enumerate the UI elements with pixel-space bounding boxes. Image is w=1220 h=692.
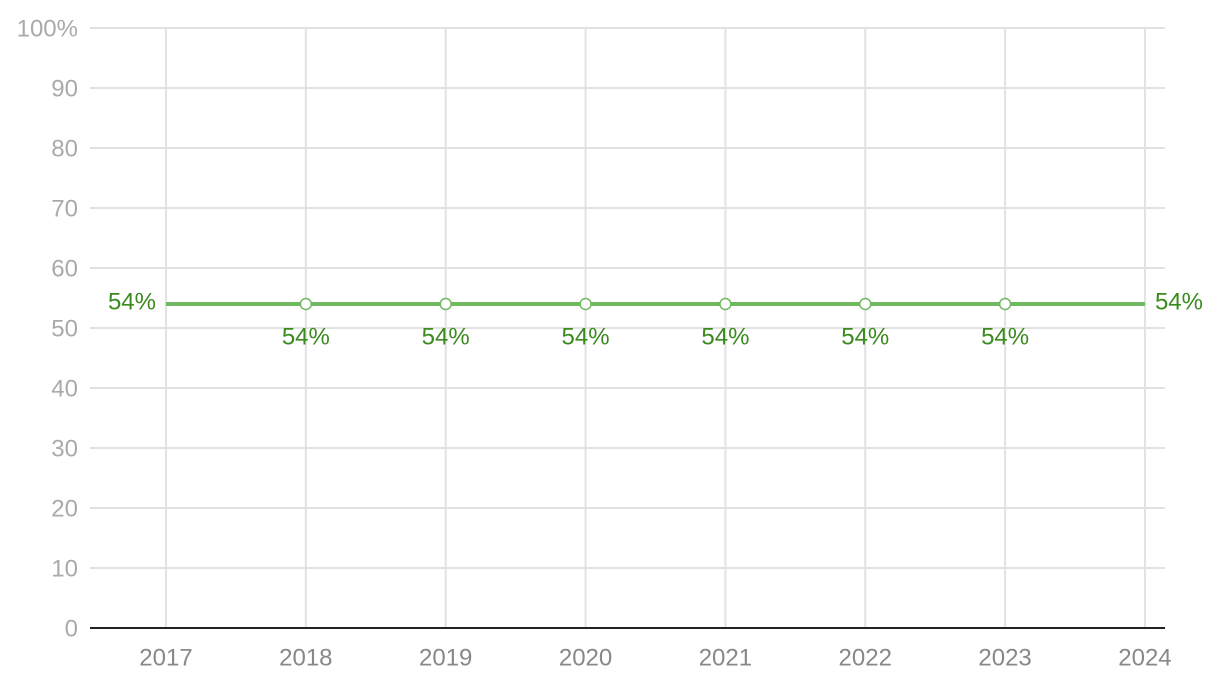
data-label: 54% — [282, 323, 330, 350]
x-tick-label: 2022 — [839, 644, 892, 671]
y-tick-label: 100% — [17, 15, 78, 42]
y-tick-label: 0 — [65, 615, 78, 642]
y-tick-label: 20 — [51, 495, 78, 522]
y-tick-label: 80 — [51, 135, 78, 162]
data-label: 54% — [1155, 288, 1203, 315]
data-label: 54% — [108, 288, 156, 315]
data-label: 54% — [981, 323, 1029, 350]
data-label: 54% — [422, 323, 470, 350]
x-tick-label: 2018 — [279, 644, 332, 671]
data-label: 54% — [701, 323, 749, 350]
data-label: 54% — [562, 323, 610, 350]
data-point — [579, 297, 592, 311]
x-tick-label: 2020 — [559, 644, 612, 671]
x-tick-label: 2017 — [139, 644, 192, 671]
data-point — [719, 297, 732, 311]
y-tick-label: 50 — [51, 315, 78, 342]
data-point — [299, 297, 313, 311]
data-point — [439, 297, 452, 311]
x-tick-label: 2021 — [699, 644, 752, 671]
y-tick-label: 30 — [51, 435, 78, 462]
data-label: 54% — [841, 323, 889, 350]
x-tick-label: 2019 — [419, 644, 472, 671]
y-tick-label: 70 — [51, 195, 78, 222]
y-tick-label: 60 — [51, 255, 78, 282]
x-tick-label: 2023 — [978, 644, 1031, 671]
y-tick-label: 10 — [51, 555, 78, 582]
y-tick-label: 90 — [51, 75, 78, 102]
data-point — [998, 297, 1012, 311]
data-point — [859, 297, 872, 311]
x-tick-label: 2024 — [1118, 644, 1171, 671]
y-tick-label: 40 — [51, 375, 78, 402]
